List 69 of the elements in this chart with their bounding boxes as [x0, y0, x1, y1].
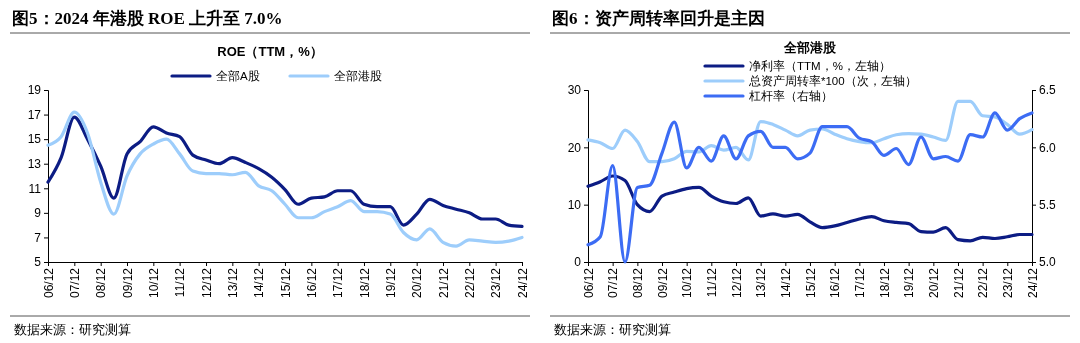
- y-tick-label: 7: [34, 230, 42, 245]
- x-tick-label: 19/12: [383, 267, 398, 299]
- line-series: [586, 111, 1034, 264]
- x-tick-label: 18/12: [877, 267, 892, 299]
- y-tick-label: 19: [27, 83, 42, 98]
- x-tick-label: 17/12: [853, 267, 868, 299]
- x-tick-label: 09/12: [120, 267, 135, 299]
- x-tick-label: 08/12: [94, 267, 109, 299]
- x-tick-label: 20/12: [927, 267, 942, 299]
- chart-title: 图5：2024 年港股 ROE 上升至 7.0%: [12, 9, 283, 28]
- x-tick-label: 15/12: [803, 267, 818, 299]
- x-tick-label: 13/12: [754, 267, 769, 299]
- y-tick-label: 30: [567, 83, 582, 98]
- legend-label: 全部A股: [216, 69, 260, 82]
- legend-label: 全部港股: [334, 69, 382, 82]
- y-tick-label: 0: [574, 255, 582, 270]
- y-tick-label: 13: [27, 157, 42, 172]
- x-tick-label: 13/12: [226, 267, 241, 299]
- source-note: 数据来源：研究测算: [14, 322, 131, 337]
- x-tick-label: 24/12: [1025, 267, 1040, 299]
- x-tick-label: 21/12: [436, 267, 451, 299]
- chart-subtitle: ROE（TTM，%）: [217, 44, 323, 59]
- x-tick-label: 10/12: [680, 267, 695, 299]
- chart-title: 图6：资产周转率回升是主因: [552, 9, 765, 28]
- y-tick-label: 20: [567, 140, 582, 155]
- x-tick-label: 12/12: [199, 267, 214, 299]
- x-tick-label: 19/12: [902, 267, 917, 299]
- y-tick-label: 15: [27, 132, 42, 147]
- x-tick-label: 23/12: [489, 267, 504, 299]
- x-tick-label: 18/12: [357, 267, 372, 299]
- x-tick-label: 14/12: [779, 267, 794, 299]
- line-series: [586, 174, 1034, 243]
- legend-label: 净利率（TTM，%，左轴）: [749, 59, 891, 73]
- x-tick-label: 12/12: [729, 267, 744, 299]
- legend-label: 杠杆率（右轴）: [748, 89, 833, 103]
- x-tick-label: 20/12: [410, 267, 425, 299]
- x-tick-label: 15/12: [278, 267, 293, 299]
- source-note: 数据来源：研究测算: [554, 322, 671, 337]
- y-tick-label: 9: [34, 206, 42, 221]
- line-series: [46, 110, 524, 248]
- x-tick-label: 10/12: [147, 267, 162, 299]
- x-tick-label: 07/12: [606, 267, 621, 299]
- legend-label: 总资产周转率*100（次，左轴）: [748, 74, 917, 88]
- x-tick-label: 16/12: [305, 267, 320, 299]
- y2-tick-label: 6.0: [1039, 140, 1057, 155]
- y-tick-label: 17: [27, 107, 42, 122]
- x-tick-label: 11/12: [705, 267, 720, 298]
- x-tick-label: 11/12: [173, 267, 188, 298]
- y-tick-label: 10: [567, 198, 582, 213]
- x-tick-label: 06/12: [581, 267, 596, 299]
- x-tick-label: 21/12: [951, 267, 966, 299]
- y2-tick-label: 5.0: [1039, 255, 1057, 270]
- x-tick-label: 06/12: [41, 267, 56, 299]
- x-tick-label: 07/12: [68, 267, 83, 299]
- y-tick-label: 5: [34, 255, 42, 270]
- chart-subtitle: 全部港股: [783, 40, 837, 55]
- y-tick-label: 11: [28, 181, 42, 196]
- x-tick-label: 14/12: [252, 267, 267, 299]
- x-tick-label: 23/12: [1000, 267, 1015, 299]
- x-tick-label: 09/12: [655, 267, 670, 299]
- x-tick-label: 17/12: [331, 267, 346, 299]
- y2-tick-label: 5.5: [1039, 198, 1057, 213]
- x-tick-label: 08/12: [631, 267, 646, 299]
- x-tick-label: 22/12: [976, 267, 991, 299]
- x-tick-label: 16/12: [828, 267, 843, 299]
- x-tick-label: 22/12: [463, 267, 477, 299]
- x-tick-label: 24/12: [515, 267, 530, 299]
- line-series: [46, 115, 524, 228]
- y2-tick-label: 6.5: [1039, 83, 1057, 98]
